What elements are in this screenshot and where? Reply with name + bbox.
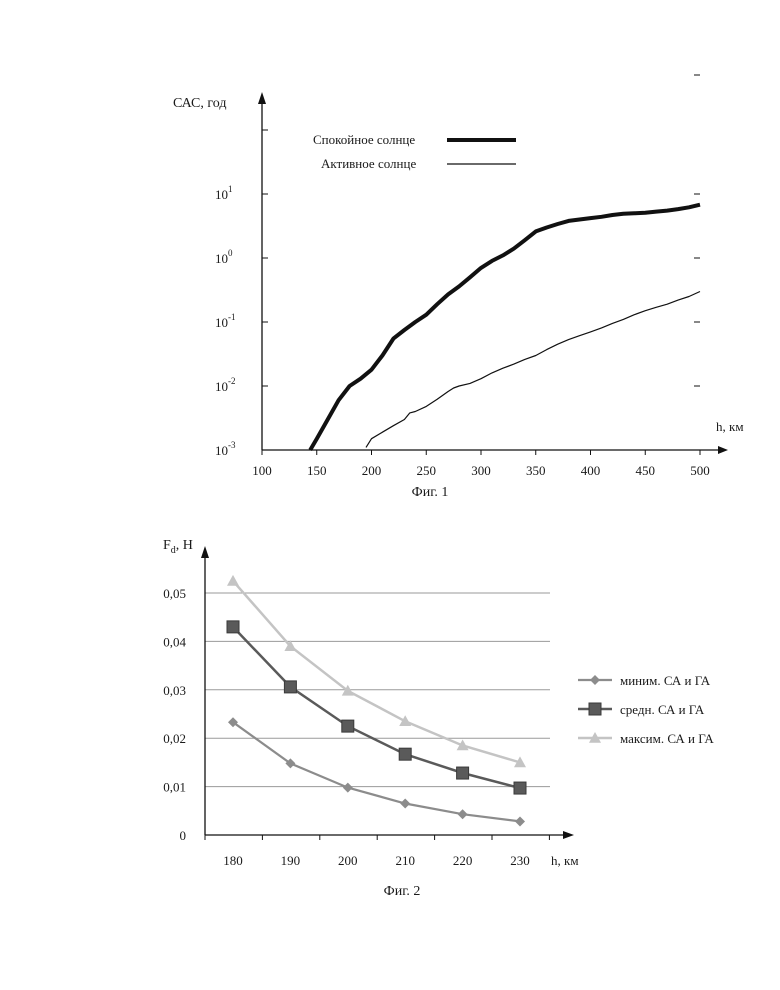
y-tick-exponent: -3 xyxy=(228,440,236,450)
y-tick-label: 10-1 xyxy=(215,312,236,330)
legend-entry-label: средн. СА и ГА xyxy=(620,702,705,717)
legend-entry-label: максим. СА и ГА xyxy=(620,731,714,746)
y-tick-label: 101 xyxy=(215,184,233,202)
data-point-diamond xyxy=(400,799,410,809)
y-axis-label-main: F xyxy=(163,538,171,553)
y-tick-base: 10 xyxy=(215,315,228,330)
y-tick-base: 10 xyxy=(215,379,228,394)
x-axis-arrow-icon xyxy=(563,831,574,839)
series-line-quiet-sun xyxy=(310,205,700,450)
series-line-active-sun xyxy=(366,292,700,448)
patent-figure-page: САС, годh, км10-310-210-1100101100150200… xyxy=(0,0,780,990)
y-tick-label: 100 xyxy=(215,248,233,266)
x-tick-label: 500 xyxy=(690,463,710,478)
figure-2-chart: 0 0,01 0,02 0,03 0,04 0,05 180 190 200 210 220 230 F… xyxy=(163,538,714,899)
y-axis-label: САС, год xyxy=(173,96,227,111)
data-point-square xyxy=(514,782,526,794)
y-tick-label: 0 xyxy=(180,828,187,843)
x-axis-arrow-icon xyxy=(718,446,728,454)
legend-entry-label: Спокойное солнце xyxy=(313,132,415,147)
y-tick-base: 10 xyxy=(215,187,228,202)
x-tick-label: 200 xyxy=(338,853,358,868)
figure-1-chart: САС, годh, км10-310-210-1100101100150200… xyxy=(173,75,744,500)
x-axis-label: h, км xyxy=(716,419,744,434)
x-tick-label: 150 xyxy=(307,463,327,478)
x-tick-label: 210 xyxy=(395,853,415,868)
y-tick-base: 10 xyxy=(215,251,228,266)
y-tick-base: 10 xyxy=(215,443,228,458)
x-tick-label: 450 xyxy=(636,463,656,478)
y-tick-label: 10-3 xyxy=(215,440,236,458)
legend-entry-label: Активное солнце xyxy=(321,156,416,171)
y-tick-exponent: -2 xyxy=(228,376,236,386)
y-axis-label-unit: , Н xyxy=(176,538,193,553)
y-tick-label: 0,04 xyxy=(163,634,186,649)
x-tick-label: 220 xyxy=(453,853,473,868)
x-axis-label: h, км xyxy=(551,853,579,868)
data-point-square xyxy=(342,720,354,732)
y-tick-label: 0,03 xyxy=(163,683,186,698)
x-tick-label: 300 xyxy=(471,463,491,478)
x-tick-label: 400 xyxy=(581,463,601,478)
y-axis-label: Fd, Н xyxy=(163,538,193,556)
y-tick-label: 0,02 xyxy=(163,731,186,746)
data-point-square xyxy=(399,748,411,760)
y-axis-arrow-icon xyxy=(258,92,266,104)
y-tick-exponent: 0 xyxy=(228,248,233,258)
data-point-square xyxy=(227,621,239,633)
data-point-diamond xyxy=(515,816,525,826)
data-point-diamond xyxy=(458,809,468,819)
figure-caption: Фиг. 2 xyxy=(384,884,421,899)
x-tick-label: 250 xyxy=(417,463,437,478)
data-point-diamond xyxy=(343,783,353,793)
y-tick-label: 10-2 xyxy=(215,376,236,394)
x-tick-label: 190 xyxy=(281,853,301,868)
y-tick-exponent: 1 xyxy=(228,184,233,194)
data-point-triangle xyxy=(227,575,239,586)
legend-entry-label: миним. СА и ГА xyxy=(620,673,711,688)
y-tick-exponent: -1 xyxy=(228,312,236,322)
y-tick-label: 0,01 xyxy=(163,780,186,795)
series-line-mid xyxy=(233,627,520,788)
x-tick-label: 180 xyxy=(223,853,243,868)
legend-entry-marker-square xyxy=(589,703,601,715)
x-tick-label: 100 xyxy=(252,463,272,478)
data-point-square xyxy=(284,681,296,693)
data-point-triangle xyxy=(399,715,411,726)
y-tick-label: 0,05 xyxy=(163,586,186,601)
legend-entry-marker-diamond xyxy=(590,675,600,685)
x-tick-label: 200 xyxy=(362,463,382,478)
x-tick-label: 230 xyxy=(510,853,530,868)
data-point-square xyxy=(457,767,469,779)
figure-caption: Фиг. 1 xyxy=(412,485,449,500)
x-tick-label: 350 xyxy=(526,463,546,478)
y-axis-arrow-icon xyxy=(201,546,209,558)
series-line-min xyxy=(233,722,520,821)
